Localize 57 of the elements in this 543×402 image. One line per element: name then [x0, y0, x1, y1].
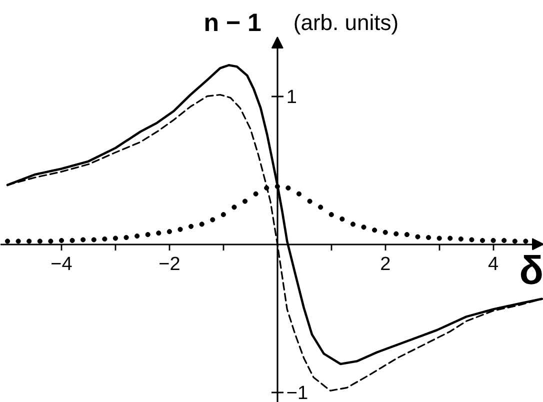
- point: [210, 217, 216, 222]
- point: [415, 234, 420, 240]
- point: [199, 222, 204, 227]
- point: [264, 185, 270, 191]
- point: [253, 191, 258, 196]
- x-tick-label: 2: [380, 254, 391, 276]
- point: [469, 237, 474, 242]
- point: [58, 238, 64, 244]
- point: [328, 212, 334, 218]
- point: [480, 238, 486, 244]
- point: [166, 229, 172, 234]
- point: [70, 238, 75, 244]
- point: [286, 185, 291, 191]
- point: [16, 238, 21, 244]
- point: [112, 236, 118, 241]
- point: [134, 234, 140, 239]
- point: [523, 238, 528, 244]
- x-axis-title: δ: [519, 249, 543, 294]
- point: [156, 230, 162, 236]
- point: [404, 232, 410, 238]
- point: [296, 191, 302, 196]
- y-tick-label: 1: [286, 87, 297, 108]
- point: [502, 238, 507, 244]
- x-tick-label: −2: [158, 254, 180, 276]
- point: [26, 238, 32, 244]
- point: [242, 198, 248, 204]
- point: [361, 224, 366, 230]
- point: [37, 238, 42, 244]
- text: (arb. units): [293, 10, 399, 36]
- point: [448, 236, 453, 241]
- point: [178, 226, 183, 232]
- point: [340, 216, 345, 222]
- point: [512, 238, 518, 244]
- y-tick-label: −1: [286, 383, 308, 402]
- point: [458, 236, 464, 242]
- point: [48, 238, 54, 244]
- point: [382, 230, 388, 235]
- point: [350, 222, 356, 227]
- point: [394, 231, 399, 236]
- point: [426, 234, 432, 240]
- point: [145, 232, 150, 238]
- point: [80, 237, 86, 242]
- point: [436, 236, 442, 241]
- point: [490, 238, 496, 244]
- x-tick-label: 4: [488, 254, 500, 276]
- point: [124, 234, 129, 240]
- point: [372, 228, 378, 233]
- point: [232, 204, 237, 210]
- y-axis-title: n − 1: [204, 9, 262, 38]
- point: [220, 212, 226, 218]
- point: [318, 204, 324, 210]
- point: [4, 238, 10, 244]
- point: [307, 198, 312, 204]
- x-tick-label: −4: [50, 254, 73, 276]
- point: [102, 236, 108, 242]
- point: [188, 224, 194, 229]
- point: [91, 237, 96, 242]
